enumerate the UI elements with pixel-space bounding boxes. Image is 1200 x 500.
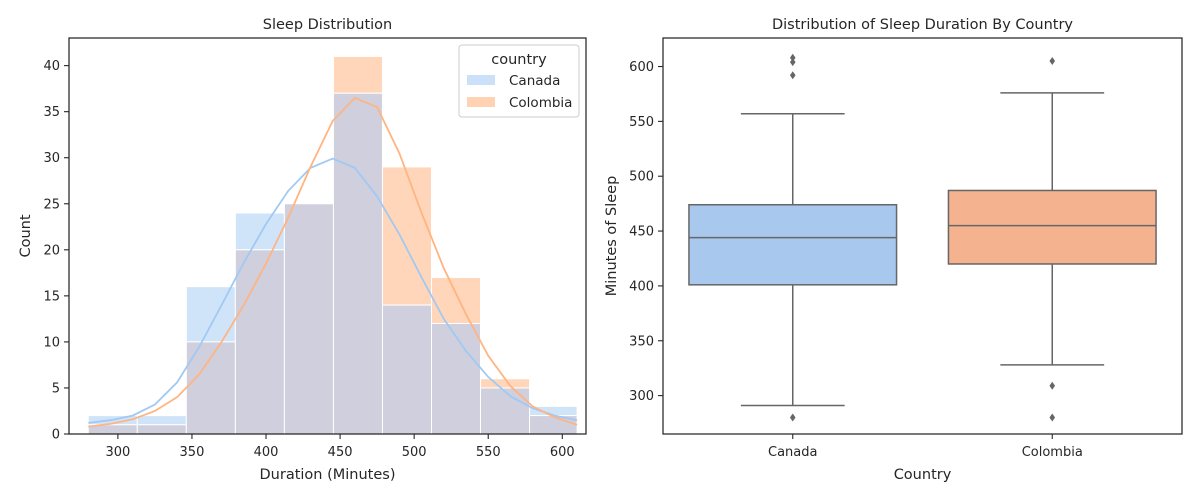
boxplot-x-ticks: Canada Colombia [768, 434, 1083, 460]
y-tick-label: 20 [43, 243, 60, 258]
y-tick-label: 35 [43, 105, 60, 120]
x-tick-label: 450 [328, 445, 353, 460]
histogram-y-ticks: 0 5 10 15 20 25 30 35 40 [43, 59, 69, 443]
y-tick-label: 600 [629, 60, 654, 75]
histogram-title: Sleep Distribution [263, 17, 392, 33]
box-colombia [947, 189, 1157, 265]
boxplot-y-axis-label: Minutes of Sleep [604, 176, 620, 297]
x-tick-label: 300 [105, 445, 130, 460]
histogram-chart: Sleep Distribution 300 350 400 450 500 550 600… [18, 17, 587, 483]
histogram-bar-overlap [381, 304, 432, 435]
x-tick-label: 600 [550, 445, 575, 460]
legend-swatch-canada [467, 75, 495, 85]
boxplot-marks [688, 53, 1157, 422]
boxplot-y-ticks: 300 350 400 450 500 550 600 [629, 60, 663, 404]
legend: country Canada Colombia [458, 44, 580, 118]
histogram-bar-canada-excess [185, 286, 236, 343]
y-tick-label: 350 [629, 334, 654, 349]
histogram-bar-colombia-excess [332, 55, 383, 94]
legend-swatch-colombia [467, 97, 495, 107]
histogram-bar-overlap [430, 322, 482, 435]
y-tick-label: 0 [52, 428, 60, 443]
y-tick-label: 300 [629, 389, 654, 404]
x-tick-label: 400 [254, 445, 279, 460]
histogram-bar-overlap [136, 424, 187, 435]
box-canada [688, 203, 898, 286]
boxplot-x-axis-label: Country [894, 467, 952, 483]
outlier-point-canada [789, 53, 796, 62]
y-tick-label: 550 [629, 115, 654, 130]
histogram-bar-overlap [283, 203, 334, 435]
histogram-bar-overlap [332, 92, 383, 435]
legend-title: country [491, 52, 547, 68]
boxplot-plot-frame [662, 37, 1183, 435]
y-tick-label: 10 [43, 335, 60, 350]
histogram-plot-frame [68, 37, 587, 435]
y-tick-label: 500 [629, 170, 654, 185]
histogram-y-axis-label: Count [18, 214, 34, 257]
kde-curves [88, 96, 578, 428]
x-tick-label-colombia: Colombia [1022, 445, 1083, 460]
x-tick-label: 550 [476, 445, 501, 460]
outlier-point-canada [789, 413, 796, 422]
histogram-bars [87, 55, 578, 435]
boxplot-title: Distribution of Sleep Duration By Countr… [772, 17, 1073, 33]
y-tick-label: 5 [52, 381, 60, 396]
y-tick-label: 40 [43, 59, 60, 74]
histogram-bar-canada-excess [234, 212, 285, 251]
histogram-x-ticks: 300 350 400 450 500 550 600 [105, 434, 575, 460]
histogram-bar-overlap [234, 249, 285, 435]
outlier-point-canada [789, 71, 796, 80]
legend-label-colombia: Colombia [509, 95, 572, 111]
outlier-point-colombia [1049, 57, 1056, 66]
x-tick-label: 350 [180, 445, 205, 460]
x-tick-label-canada: Canada [768, 445, 817, 460]
y-tick-label: 30 [43, 151, 60, 166]
histogram-bar-canada-excess [136, 415, 187, 426]
outlier-point-colombia [1049, 381, 1056, 390]
outlier-point-canada [789, 58, 796, 67]
x-tick-label: 500 [402, 445, 427, 460]
y-tick-label: 400 [629, 279, 654, 294]
boxplot-chart: Distribution of Sleep Duration By Countr… [604, 17, 1183, 483]
kde-line-canada [88, 157, 578, 424]
y-tick-label: 15 [43, 289, 60, 304]
histogram-bar-overlap [480, 387, 531, 435]
outlier-point-colombia [1049, 413, 1056, 422]
legend-label-canada: Canada [509, 73, 560, 89]
histogram-bar-colombia-excess [430, 276, 482, 324]
histogram-bar-colombia-excess [381, 166, 432, 306]
y-tick-label: 450 [629, 225, 654, 240]
kde-line-colombia [88, 96, 578, 428]
y-tick-label: 25 [43, 197, 60, 212]
histogram-x-axis-label: Duration (Minutes) [260, 467, 396, 483]
